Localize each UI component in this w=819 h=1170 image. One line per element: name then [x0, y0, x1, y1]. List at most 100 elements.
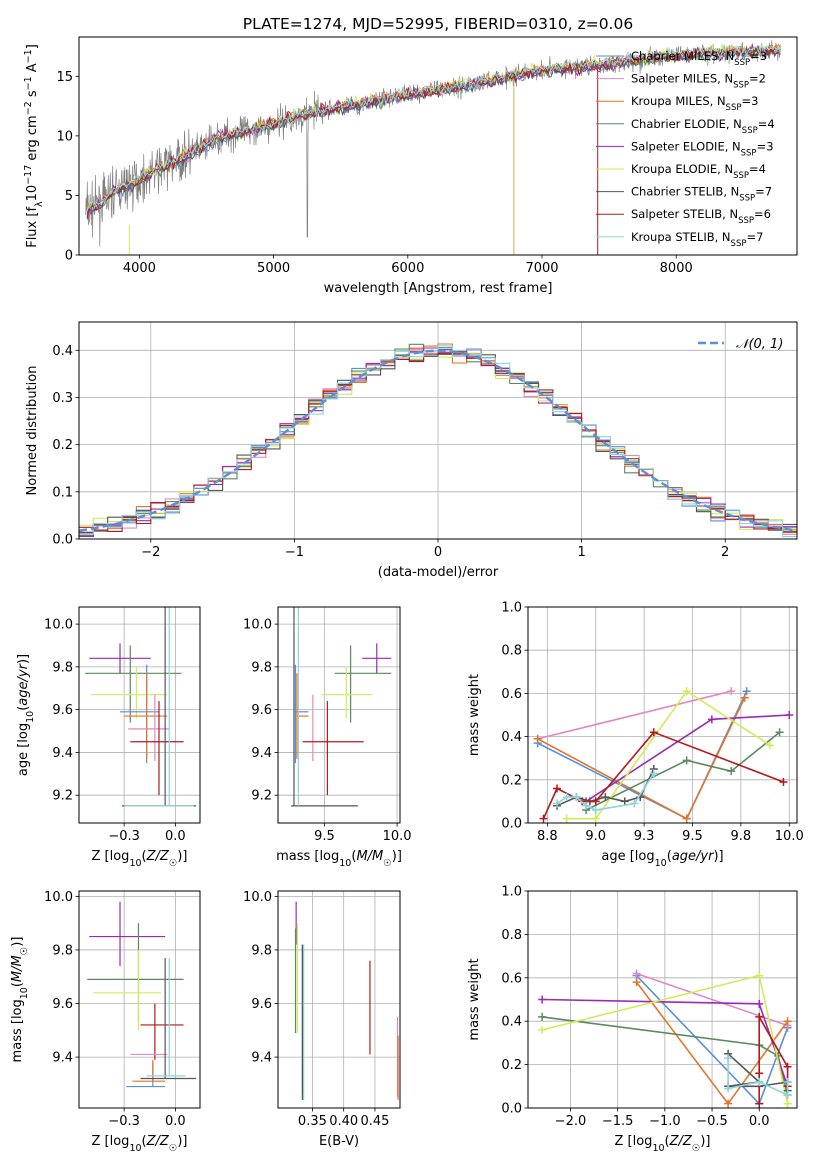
legend-label-sub: SSP [733, 81, 749, 91]
mass-weight-vs-age-frame [527, 606, 798, 824]
age-vs-metallicity-x-axis-label-part: ☉ [169, 858, 178, 869]
spectrum-xtick-label: 6000 [391, 261, 424, 276]
weight-marker-kroupa-miles [682, 814, 691, 823]
residual-histogram-ytick-label: 0.2 [52, 438, 73, 453]
mass-weight-vs-age-ytick-label: 0.0 [501, 817, 522, 832]
mass-vs-metallicity-x-axis-label-part: )] [177, 1134, 187, 1149]
weight-marker-salpeter-stelib [755, 1069, 764, 1078]
legend-label-base: Chabrier STELIB, N [631, 185, 739, 199]
mass-weight-vs-metallicity-x-axis-label-part: Z/Z [669, 1134, 693, 1149]
mass-vs-extinction-ytick-label: 9.4 [251, 1051, 272, 1066]
age-vs-mass-frame [277, 606, 401, 824]
mass-vs-metallicity-y-axis-label-part: 10 [19, 987, 30, 999]
residual-histogram-panel: −2 −1 0 1 2 0.0 0.1 0.2 0.3 0.4 𝒩(0, 1) (data-model… [25, 321, 798, 580]
age-vs-mass-panel: 9.5 10.0 9.2 9.4 9.6 9.8 10.0 mass [log10(M/M☉)… [243, 606, 412, 869]
mass-vs-metallicity-x-axis-label-part: ( [142, 1134, 147, 1149]
legend-label-sub: SSP [734, 58, 750, 68]
legend-label-base: Chabrier MILES, N [631, 49, 734, 63]
residual-histogram-ytick-label: 0.0 [52, 533, 73, 548]
mass-weight-vs-metallicity-panel: −2.0 −1.5 −1.0 −0.5 0.0 0.0 0.2 0.4 0.6 0.8 1.0 Z [… [467, 885, 798, 1154]
spectrum-xtick-label: 8000 [660, 261, 693, 276]
mass-weight-vs-age-ytick-label: 0.2 [501, 773, 522, 788]
mass-weight-vs-age-xtick-label: 9.0 [585, 829, 606, 844]
spectrum-y-axis-label-part: −2 [23, 101, 34, 115]
age-vs-mass-xtick-label: 10.0 [383, 829, 412, 844]
weight-marker-chabrier-miles [742, 687, 751, 696]
age-vs-mass-x-axis-label-part: ☉ [383, 858, 392, 869]
spectrum-y-axis-label-part: −1 [23, 76, 34, 90]
mass-weight-vs-metallicity-x-axis-label-part: Z [log [615, 1134, 653, 1149]
spectrum-ytick-label: 15 [56, 70, 73, 85]
legend-label-base: Chabrier ELODIE, N [631, 117, 742, 131]
weight-marker-chabrier-elodie [538, 1012, 547, 1021]
mass-weight-vs-metallicity-ytick-label: 0.8 [501, 928, 522, 943]
mass-vs-metallicity-xtick-label: −0.3 [108, 1114, 140, 1129]
mass-vs-metallicity-y-axis-label-part: ☉ [19, 947, 30, 956]
weight-marker-kroupa-miles [740, 693, 749, 702]
histogram-x-axis-label: (data-model)/error [378, 565, 499, 580]
mass-weight-vs-metallicity-x-axis-label-part: ☉ [692, 1143, 701, 1154]
mass-vs-extinction-panel: 0.35 0.40 0.45 9.4 9.6 9.8 10.0 E(B-V) [243, 890, 401, 1149]
weight-marker-salpeter-elodie [755, 999, 764, 1008]
weight-marker-kroupa-stelib [630, 799, 639, 808]
legend-label-tail: =3 [741, 94, 758, 108]
weight-marker-kroupa-elodie [755, 971, 764, 980]
mass-weight-vs-metallicity-ytick-label: 0.0 [501, 1102, 522, 1117]
spectrum-y-axis-label-part: λ [34, 201, 45, 207]
mass-weight-vs-metallicity-xtick-label: −0.5 [696, 1114, 728, 1129]
legend-label-sub: SSP [726, 103, 742, 113]
mass-vs-metallicity-x-axis-label-part: Z [log [92, 1134, 130, 1149]
weight-marker-kroupa-stelib [783, 1090, 792, 1099]
weight-marker-salpeter-stelib [755, 1012, 764, 1021]
spectrum-y-axis-label-part: A [25, 63, 40, 76]
age-vs-mass-x-axis-label-part: )] [392, 849, 402, 864]
mass-weight-vs-age-plot-area [533, 687, 794, 823]
age-vs-metallicity-x-axis-label: Z [log10(Z/Z☉)] [92, 849, 188, 869]
mass-vs-metallicity-y-axis-label-part: M/M [10, 955, 25, 982]
weight-line-kroupa-elodie [566, 690, 771, 820]
spectrum-x-axis-label-part: wavelength [Angstrom, rest frame] [324, 281, 553, 296]
mass-vs-extinction-xtick-label: 0.40 [329, 1114, 358, 1129]
spectrum-xtick-label: 5000 [257, 261, 290, 276]
legend-label-kroupa-miles: Kroupa MILES, NSSP=3 [631, 94, 758, 113]
spectrum-xtick-label: 4000 [123, 261, 156, 276]
weight-marker-kroupa-elodie [591, 814, 600, 823]
mass-vs-metallicity-xtick-label: 0.0 [165, 1114, 186, 1129]
weight-marker-chabrier-elodie [682, 756, 691, 765]
mass-weight-vs-metallicity-y-axis-label-part: mass weight [467, 958, 482, 1040]
residual-histogram-ytick-label: 0.1 [52, 485, 73, 500]
spectrum-panel: 4000 5000 6000 7000 8000 0 5 10 15 Chabrier MILES… [23, 36, 798, 296]
mass-weight-vs-age-x-axis-label-part: 10 [655, 858, 667, 869]
age-vs-metallicity-x-axis-label-part: Z [log [92, 849, 130, 864]
histogram-x-axis-label-part: (data-model)/error [378, 565, 499, 580]
spectrum-x-axis-label: wavelength [Angstrom, rest frame] [324, 281, 553, 296]
weight-marker-kroupa-miles [533, 734, 542, 743]
spectrum-y-axis-label-part: erg cm [25, 115, 40, 164]
mass-vs-extinction-x-axis-label-part: E(B-V) [319, 1134, 359, 1149]
mass-weight-vs-metallicity-ytick-label: 0.2 [501, 1058, 522, 1073]
mass-weight-vs-metallicity-xtick-label: −1.0 [649, 1114, 681, 1129]
weight-marker-kroupa-stelib [724, 1054, 733, 1063]
age-vs-metallicity-ytick-label: 9.4 [52, 746, 73, 761]
mass-weight-vs-metallicity-xtick-label: −1.5 [602, 1114, 634, 1129]
weight-marker-kroupa-elodie [783, 1099, 792, 1108]
residual-histogram-xtick-label: 1 [577, 545, 585, 560]
model-spectrum-salpeter-stelib [86, 44, 781, 219]
legend-label-chabrier-stelib: Chabrier STELIB, NSSP=7 [631, 185, 772, 204]
age-vs-mass-x-axis-label: mass [log10(M/M☉)] [276, 849, 402, 869]
mass-vs-extinction-ytick-label: 9.8 [251, 943, 272, 958]
weight-marker-kroupa-stelib [755, 1077, 764, 1086]
age-vs-metallicity-y-axis-label: age [log10(age/yr)] [16, 654, 36, 776]
weight-marker-salpeter-elodie [785, 711, 794, 719]
legend-label-tail: =3 [757, 139, 774, 153]
mass-vs-metallicity-panel: −0.3 0.09.49.69.810.0Z [log10(Z/Z☉)]mass … [10, 890, 201, 1154]
mass-weight-vs-age-x-axis-label-part: age/yr [672, 849, 715, 864]
age-vs-mass-ytick-label: 9.8 [251, 660, 272, 675]
weight-marker-salpeter-miles [727, 687, 736, 696]
mass-vs-metallicity-y-axis-label: mass [log10(M/M☉)] [10, 937, 30, 1063]
weight-marker-kroupa-stelib [582, 801, 591, 810]
spectrum-y-axis-label-part: −17 [23, 165, 34, 185]
weight-marker-salpeter-stelib [783, 1062, 792, 1071]
